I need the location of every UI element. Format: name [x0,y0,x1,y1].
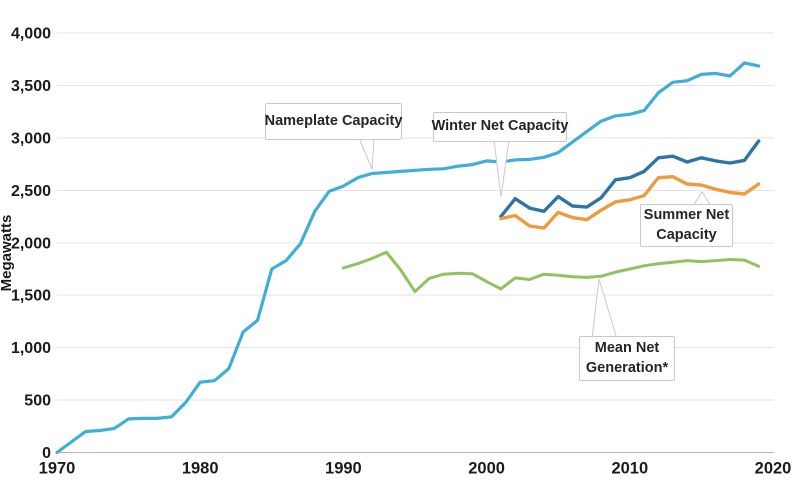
series-line-mean-net-generation [341,250,761,293]
callout-nameplate-capacity-label: Nameplate Capacity [264,112,403,129]
x-tick-label: 1980 [182,460,219,478]
callout-tails [358,137,712,340]
series-lines [55,61,761,455]
series-line-nameplate-capacity [55,61,761,455]
x-tick-label: 1970 [39,460,76,478]
y-tick-label: 3,000 [11,130,51,147]
callout-nameplate-capacity: Nameplate Capacity [265,103,402,140]
series-line-winter-net-capacity [499,139,761,219]
y-axis-tick-labels: 0 500 1,000 1,500 2,000 2,500 3,000 3,500 4,000 [11,26,51,463]
series-line-summer-net-capacity [499,174,761,230]
y-tick-label: 2,500 [11,183,51,200]
y-tick-label: 1,000 [11,340,51,357]
gridlines [57,32,774,454]
y-tick-label: 500 [24,393,51,410]
y-axis-title: Megawatts [0,215,15,292]
y-tick-label: 4,000 [11,26,51,43]
callout-mean-net-generation-label: Mean Net Generation* [585,340,669,376]
callout-mean-net-generation: Mean Net Generation* [579,336,675,381]
x-tick-label: 2010 [611,460,648,478]
x-axis-tick-labels: 1970 1980 1990 2000 2010 2020 [39,460,792,478]
callout-summer-net-capacity: Summer Net Capacity [640,204,733,247]
x-tick-label: 1990 [325,460,362,478]
y-tick-label: 2,000 [11,235,51,252]
x-tick-label: 2000 [468,460,505,478]
x-tick-label: 2020 [755,460,792,478]
callout-winter-net-capacity-label: Winter Net Capacity [431,118,569,135]
y-tick-label: 0 [42,445,51,462]
callout-winter-net-capacity: Winter Net Capacity [431,112,569,142]
y-tick-label: 1,500 [11,288,51,305]
y-tick-label: 3,500 [11,78,51,95]
callout-tail [493,139,510,198]
callout-tail [358,137,375,170]
callout-tail [591,278,618,340]
callout-summer-net-capacity-label: Summer Net Capacity [643,207,730,243]
